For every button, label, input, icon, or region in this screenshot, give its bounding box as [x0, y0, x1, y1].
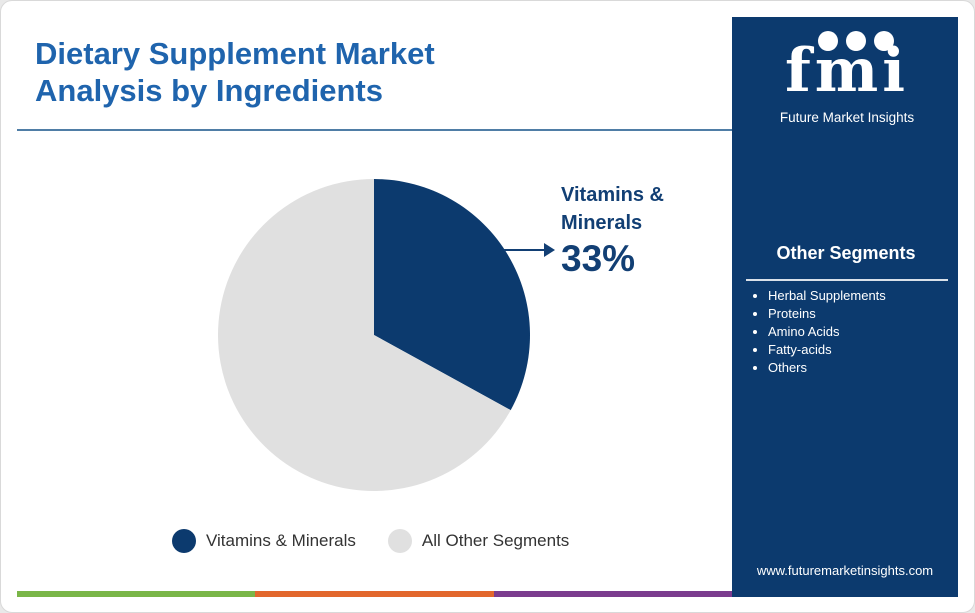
logo-globe-icons	[818, 31, 902, 51]
chart-panel: Dietary Supplement Market Analysis by In…	[17, 17, 732, 592]
sidebar: fmi Future Market Insights Other Segment…	[732, 17, 958, 597]
bottom-bar-segment	[255, 591, 494, 597]
callout-arrow-head	[544, 243, 555, 257]
bottom-bar-segment	[493, 591, 732, 597]
list-item: Fatty-acids	[768, 341, 886, 359]
pie-slice-all-other-segments	[217, 179, 511, 491]
chart-area: Vitamins & Minerals 33% Vitamins & Miner…	[17, 137, 732, 592]
fmi-logo: fmi Future Market Insights	[762, 27, 932, 127]
pie-chart	[217, 179, 555, 491]
pie-slice-vitamins-minerals	[374, 179, 530, 411]
logo-wordmark: fmi	[784, 36, 910, 106]
legend-item-all-other-segments: All Other Segments	[387, 529, 570, 553]
globe-icon	[874, 31, 894, 51]
other-segments-list: Herbal Supplements Proteins Amino Acids …	[750, 287, 886, 377]
callout-percent: 33%	[561, 238, 636, 279]
chart-title: Dietary Supplement Market Analysis by In…	[35, 35, 595, 109]
bottom-color-bar	[17, 591, 732, 597]
bottom-bar-segment	[17, 591, 256, 597]
other-segments-title: Other Segments	[776, 243, 916, 263]
list-item: Herbal Supplements	[768, 287, 886, 305]
legend-swatch-vitamins-minerals	[172, 529, 196, 553]
chart-title-line-2: Analysis by Ingredients	[35, 73, 383, 108]
legend-label-all-other-segments: All Other Segments	[421, 531, 570, 550]
globe-icon	[818, 31, 838, 51]
callout-category-line-2: Minerals	[561, 212, 643, 234]
website-url: www.futuremarketinsights.com	[756, 563, 934, 578]
legend-swatch-all-other-segments	[387, 529, 412, 553]
chart-title-line-1: Dietary Supplement Market	[35, 36, 435, 71]
logo-subtitle: Future Market Insights	[779, 110, 915, 125]
callout-category-line-1: Vitamins &	[561, 184, 664, 206]
chart-legend: Vitamins & Minerals All Other Segments	[172, 529, 601, 553]
list-item: Proteins	[768, 305, 886, 323]
legend-item-vitamins-minerals: Vitamins & Minerals	[172, 529, 356, 553]
title-divider	[17, 129, 732, 131]
callout-label: Vitamins & Minerals 33%	[561, 181, 664, 281]
list-item: Amino Acids	[768, 323, 886, 341]
legend-label-vitamins-minerals: Vitamins & Minerals	[206, 531, 356, 550]
globe-icon	[846, 31, 866, 51]
other-segments-divider	[746, 279, 948, 281]
list-item: Others	[768, 359, 886, 377]
